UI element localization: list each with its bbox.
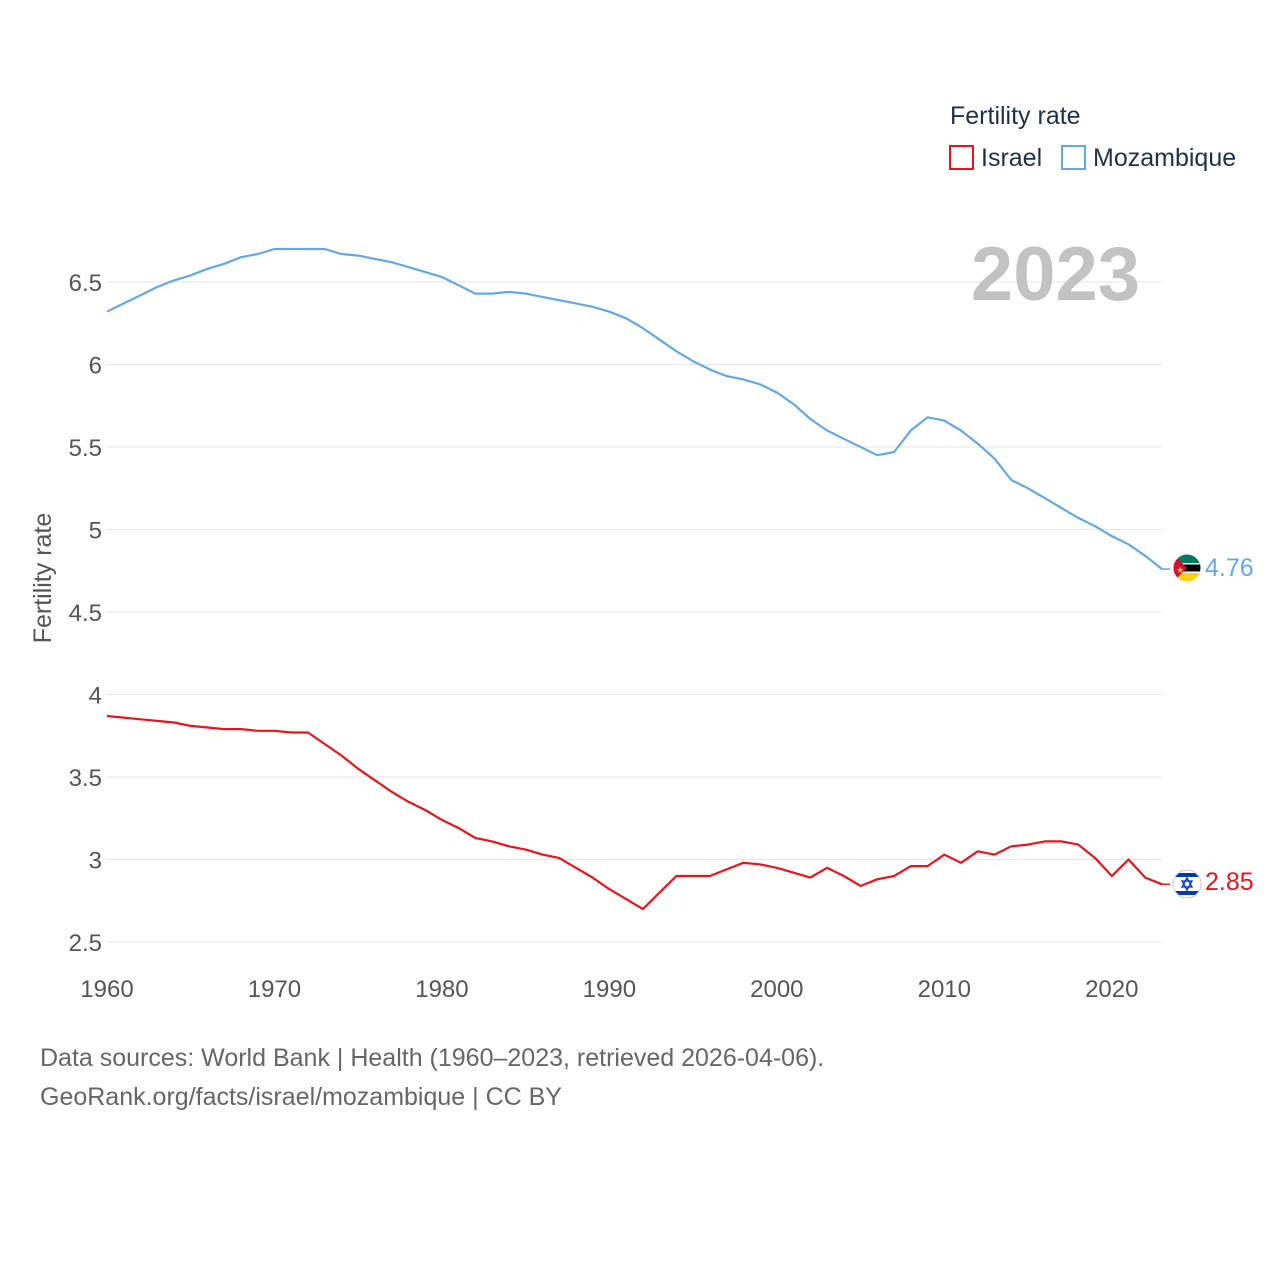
legend-item-mozambique[interactable]: Mozambique — [1061, 144, 1236, 172]
year-label: 2023 — [971, 232, 1140, 317]
legend-swatch-israel — [949, 145, 974, 170]
end-value-label-israel: 2.85 — [1205, 868, 1254, 896]
y-tick-label: 3.5 — [69, 765, 102, 792]
y-tick-label: 4 — [89, 683, 102, 710]
y-axis-ticks: 2.5 3 3.5 4 4.5 5 5.5 6 6.5 — [69, 270, 102, 957]
x-tick-label: 1990 — [583, 976, 636, 1003]
end-value-label-mozambique: 4.76 — [1205, 554, 1254, 582]
y-tick-label: 3 — [89, 848, 102, 875]
y-tick-label: 6.5 — [69, 270, 102, 297]
x-tick-label: 2020 — [1085, 976, 1138, 1003]
y-tick-label: 6 — [89, 353, 102, 380]
legend-label-mozambique: Mozambique — [1093, 144, 1236, 172]
legend-item-israel[interactable]: Israel — [949, 144, 1042, 172]
legend: Fertility rate Israel Mozambique — [949, 102, 1236, 172]
footer-source: Data sources: World Bank | Health (1960–… — [40, 1044, 825, 1072]
x-tick-label: 2010 — [918, 976, 971, 1003]
x-tick-label: 1980 — [415, 976, 468, 1003]
svg-text:★: ★ — [1176, 565, 1184, 575]
legend-title: Fertility rate — [950, 102, 1081, 130]
legend-label-israel: Israel — [981, 144, 1042, 172]
israel-flag-icon — [1172, 869, 1202, 899]
footer-link[interactable]: GeoRank.org/facts/israel/mozambique | CC… — [40, 1083, 562, 1111]
mozambique-flag-icon: ★ — [1172, 553, 1202, 583]
series-line-mozambique[interactable] — [106, 247, 1163, 570]
y-tick-label: 4.5 — [69, 600, 102, 627]
x-axis-ticks: 1960 1970 1980 1990 2000 2010 2020 — [80, 976, 1138, 1003]
y-tick-label: 5.5 — [69, 435, 102, 462]
x-tick-label: 1960 — [80, 976, 133, 1003]
series-line-israel[interactable] — [106, 714, 1163, 911]
y-tick-label: 2.5 — [69, 930, 102, 957]
y-axis-title: Fertility rate — [29, 513, 57, 644]
x-tick-label: 2000 — [750, 976, 803, 1003]
series-lines — [106, 247, 1170, 911]
legend-swatch-mozambique — [1061, 145, 1086, 170]
x-tick-label: 1970 — [248, 976, 301, 1003]
y-tick-label: 5 — [89, 518, 102, 545]
gridlines — [107, 281, 1162, 943]
